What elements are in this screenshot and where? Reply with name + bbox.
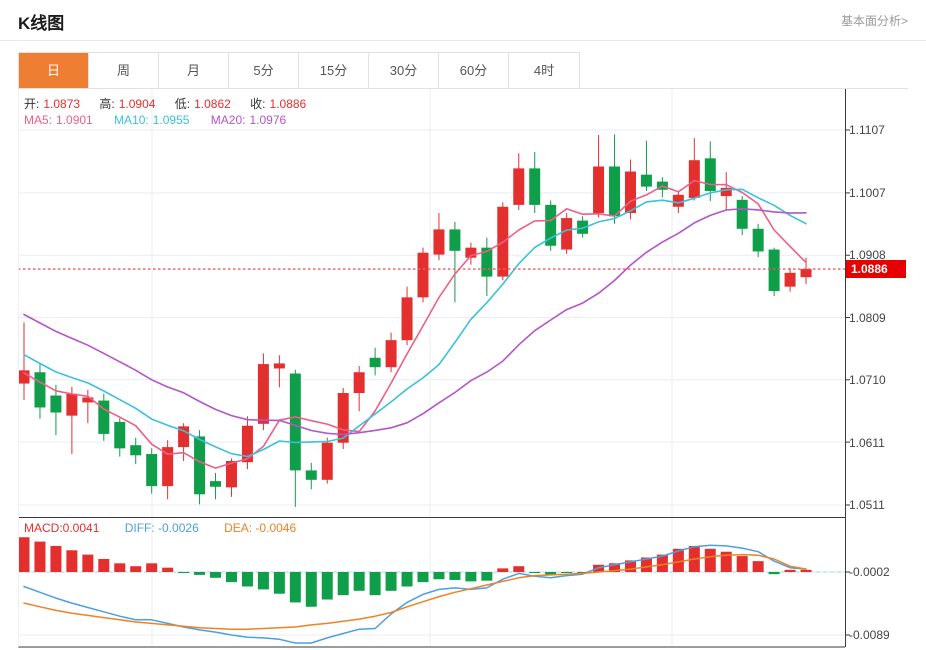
tab-15min[interactable]: 15分 <box>299 53 369 89</box>
macd-axis-label: -0.0089 <box>849 628 890 642</box>
tab-month[interactable]: 月 <box>159 53 229 89</box>
fundamental-analysis-link[interactable]: 基本面分析> <box>840 14 908 28</box>
tab-day[interactable]: 日 <box>19 53 89 89</box>
low-value: 1.0862 <box>194 97 231 111</box>
ma5-value: 1.0901 <box>56 113 93 127</box>
kline-chart-svg[interactable] <box>0 88 926 650</box>
tabbar-divider <box>18 88 908 89</box>
high-label: 高: <box>99 97 115 111</box>
macd-legend: MACD:0.0041 DIFF: -0.0026 DEA: -0.0046 <box>24 521 300 535</box>
high-value: 1.0904 <box>118 97 156 111</box>
y-axis-label: 1.0908 <box>849 248 886 262</box>
page-title: K线图 <box>18 14 65 33</box>
close-label: 收: <box>250 97 266 111</box>
tab-5min[interactable]: 5分 <box>229 53 299 89</box>
macd-value: MACD:0.0041 <box>24 521 100 535</box>
ma20-label: MA20: <box>210 113 246 127</box>
diff-value: DIFF: -0.0026 <box>124 521 199 535</box>
kline-chart: 开: 1.0873 高: 1.0904 低: 1.0862 收: 1.0886 MA5:… <box>0 88 926 650</box>
tab-week[interactable]: 周 <box>89 53 159 89</box>
open-value: 1.0873 <box>43 97 81 111</box>
open-label: 开: <box>24 97 40 111</box>
y-axis-label: 1.0511 <box>849 498 885 512</box>
ma5-label: MA5: <box>24 113 53 127</box>
interval-tabbar: 日 周 月 5分 15分 30分 60分 4时 <box>18 52 580 89</box>
y-axis-label: 1.0710 <box>849 373 886 387</box>
y-axis-label: 1.0611 <box>849 436 885 450</box>
ma-legend: MA5: 1.0901 MA10: 1.0955 MA20: 1.0976 <box>24 113 304 127</box>
y-axis-label: 1.1107 <box>849 123 885 137</box>
tab-30min[interactable]: 30分 <box>369 53 439 89</box>
ma10-label: MA10: <box>114 113 149 127</box>
y-axis-label: 1.1007 <box>849 186 886 200</box>
ohlc-legend: 开: 1.0873 高: 1.0904 低: 1.0862 收: 1.0886 <box>24 95 322 112</box>
dea-value: DEA: -0.0046 <box>224 521 297 535</box>
ma20-value: 1.0976 <box>249 113 287 127</box>
ma10-value: 1.0955 <box>152 113 190 127</box>
macd-axis-label: -0.0002 <box>849 565 890 579</box>
close-value: 1.0886 <box>269 97 307 111</box>
tab-60min[interactable]: 60分 <box>439 53 509 89</box>
page-header: K线图 基本面分析> <box>0 0 926 41</box>
tab-4hour[interactable]: 4时 <box>509 53 579 89</box>
low-label: 低: <box>174 97 191 111</box>
y-axis-label: 1.0809 <box>849 311 886 325</box>
current-price-tag: 1.0886 <box>846 260 906 278</box>
